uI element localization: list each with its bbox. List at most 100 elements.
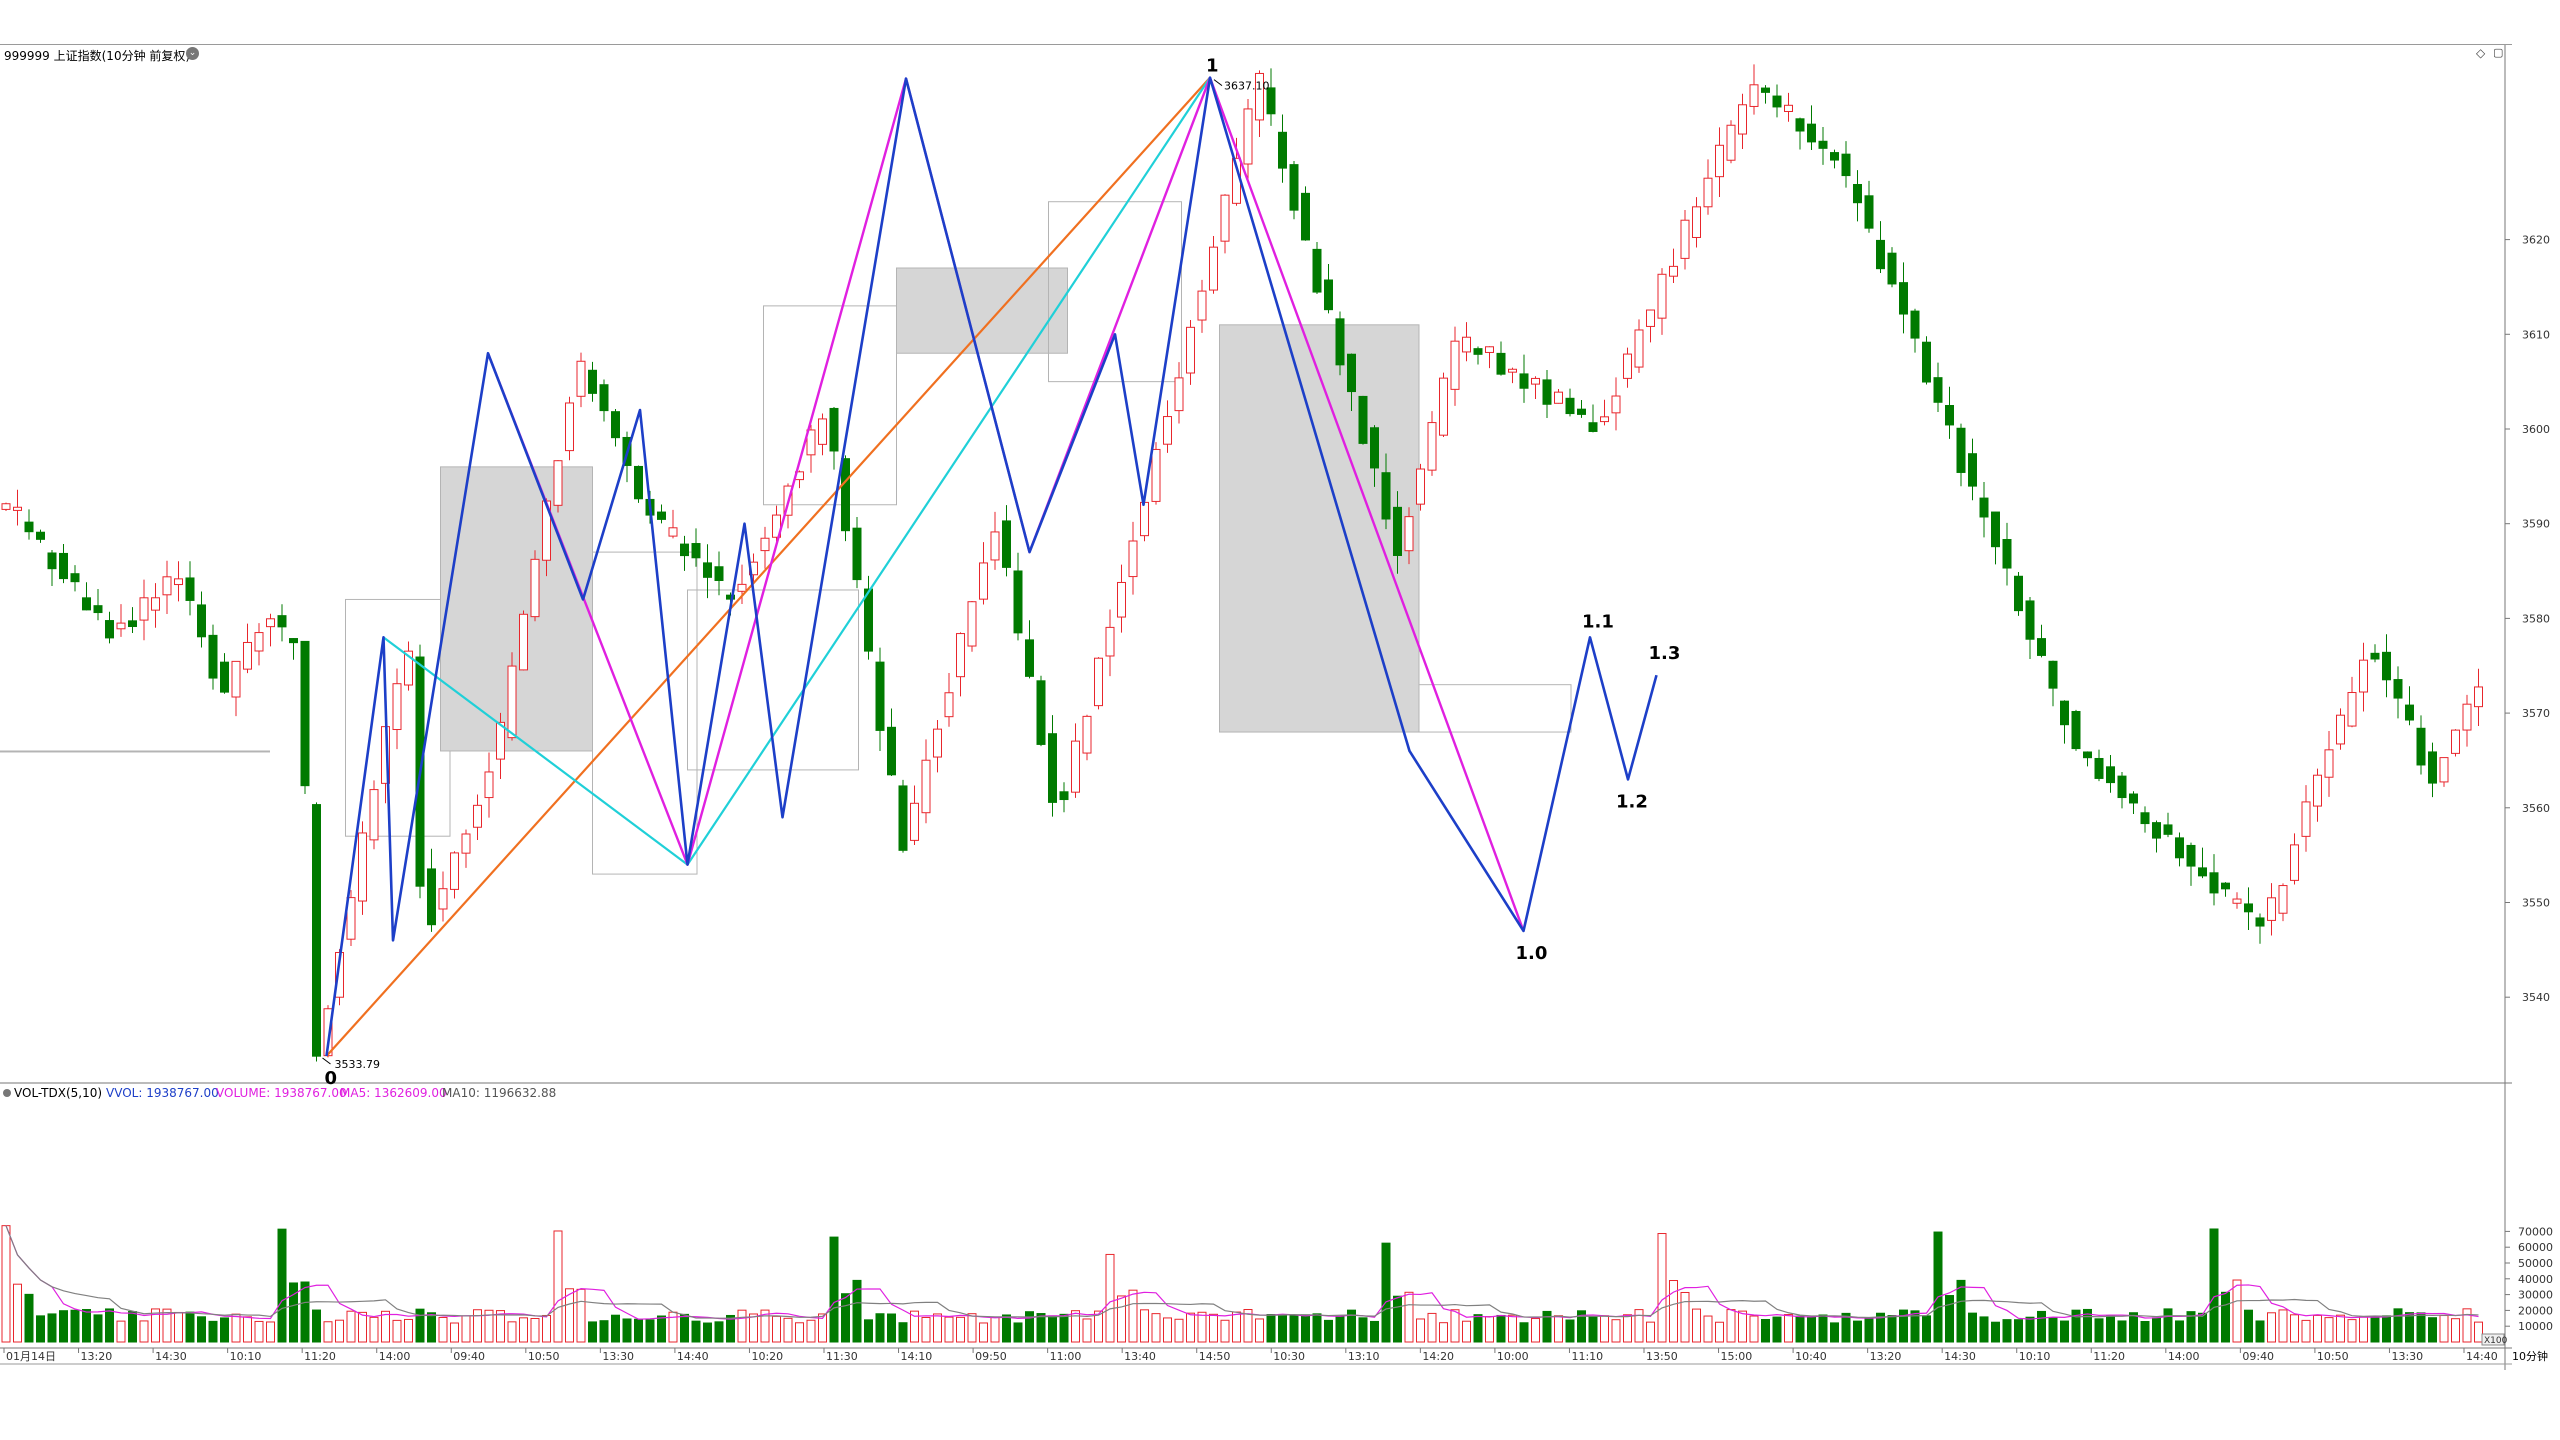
candle-down (1013, 570, 1023, 634)
volume-bar-down (2255, 1320, 2265, 1343)
time-tick-label: 14:00 (2168, 1350, 2200, 1363)
volume-bar-up (565, 1288, 574, 1343)
candle-down (24, 521, 34, 533)
volume-bar-down (300, 1281, 310, 1343)
candle-up (496, 721, 505, 760)
price-tick-label: 3560 (2522, 802, 2550, 815)
candle-down (1519, 373, 1529, 389)
candle-down (1278, 131, 1287, 169)
high-pointer (1213, 79, 1223, 87)
volume-bar-up (323, 1321, 333, 1343)
volume-bar-down (70, 1309, 80, 1343)
candle-up (1071, 740, 1080, 793)
volume-bar-down (1807, 1316, 1816, 1343)
volume-indicator-name: VOL-TDX(5,10) (14, 1086, 103, 1100)
diamond-settings-icon[interactable]: ◇ (2476, 46, 2486, 60)
volume-bar-up (381, 1310, 390, 1343)
candle-down (2244, 903, 2253, 913)
candle-up (1738, 104, 1747, 135)
candle-up (1105, 626, 1115, 657)
candle-up (1623, 353, 1632, 379)
time-tick-label: 11:10 (1571, 1350, 1603, 1363)
candle-down (312, 804, 321, 1057)
candle-up (1784, 104, 1793, 112)
restore-icon[interactable]: ▢ (2493, 46, 2504, 59)
candle-up (2313, 774, 2322, 807)
volume-bar-down (220, 1317, 229, 1343)
candle-up (139, 597, 149, 621)
volume-bar-down (1577, 1310, 1586, 1343)
candle-up (1634, 329, 1644, 368)
candle-down (220, 661, 229, 693)
time-tick-label: 13:20 (1870, 1350, 1902, 1363)
candle-down (1910, 310, 1920, 339)
time-tick-label: 09:50 (975, 1350, 1007, 1363)
volume-bar-up (1485, 1316, 1494, 1343)
candle-up (243, 641, 252, 670)
volume-bar-down (208, 1320, 218, 1343)
time-tick-label: 11:20 (2093, 1350, 2125, 1363)
unit-box (2481, 1333, 2505, 1346)
candle-down (2025, 600, 2035, 640)
volume-bar-up (404, 1318, 413, 1343)
volume-bar-down (1979, 1316, 1989, 1343)
candle-up (266, 618, 275, 628)
volume-bar-up (266, 1321, 275, 1343)
candle-down (2094, 757, 2104, 779)
volume-bar-up (1128, 1289, 1138, 1343)
volume-bar-down (1795, 1315, 1805, 1343)
candle-down (1887, 252, 1897, 285)
volume-bar-down (1048, 1315, 1057, 1343)
candle-down (1807, 123, 1816, 143)
volume-bar-down (1496, 1314, 1506, 1343)
volume-bar-up (473, 1309, 482, 1343)
time-tick-label: 13:40 (1124, 1350, 1156, 1363)
candle-down (47, 552, 57, 570)
candle-down (70, 573, 80, 583)
candle-up (2232, 898, 2242, 904)
time-tick-label: 14:40 (677, 1350, 709, 1363)
volume-bar-up (369, 1316, 379, 1343)
candle-up (1703, 177, 1713, 208)
time-tick-label: 11:30 (826, 1350, 858, 1363)
candle-down (680, 543, 689, 557)
candle-down (2014, 575, 2023, 612)
candle-down (2416, 727, 2426, 766)
candle-down (1324, 279, 1333, 311)
volume-bar-up (1715, 1321, 1724, 1343)
volume-bar-down (1945, 1295, 1954, 1343)
range-box-outline (592, 551, 698, 875)
volume-bar-down (24, 1293, 34, 1343)
candle-down (300, 640, 310, 787)
candle-up (1082, 715, 1092, 754)
volume-bar-up (2232, 1279, 2242, 1343)
candle-down (2221, 882, 2230, 890)
volume-bar-down (599, 1320, 609, 1343)
range-box-outline (1418, 684, 1572, 733)
candle-up (1416, 468, 1425, 505)
volume-bar-up (1, 1225, 11, 1343)
time-tick-label: 10:50 (528, 1350, 560, 1363)
volume-bar-down (427, 1312, 436, 1343)
candle-up (1439, 377, 1448, 436)
volume-bar-down (634, 1318, 643, 1343)
candle-up (1140, 501, 1149, 537)
volume-bar-down (2244, 1309, 2253, 1343)
volume-bar-down (2048, 1317, 2058, 1343)
volume-bar-up (139, 1320, 149, 1343)
volume-bar-down (703, 1322, 712, 1343)
volume-bar-up (1738, 1310, 1747, 1343)
volume-bar-up (576, 1288, 586, 1343)
volume-bar-down (1830, 1322, 1839, 1343)
volume-bar-up (2324, 1317, 2334, 1343)
candle-up (2451, 729, 2460, 754)
candle-up (1657, 273, 1667, 319)
candle-up (1669, 265, 1678, 277)
candle-up (1151, 448, 1161, 502)
title-settings-icon[interactable]: ⌄ (186, 47, 199, 60)
volume-bar-up (507, 1321, 517, 1343)
candle-down (1864, 195, 1874, 229)
vvol-value: VVOL: 1938767.00 (106, 1086, 219, 1100)
ma10-line (5, 1225, 2479, 1319)
volume-bar-up (450, 1322, 459, 1343)
